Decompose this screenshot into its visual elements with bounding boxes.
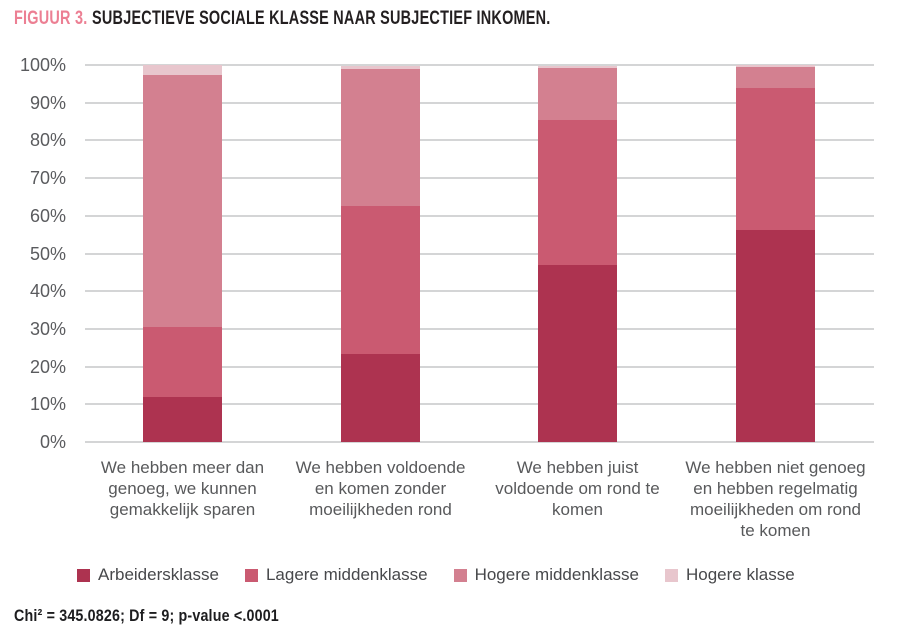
bar-3-segment-hogere-klasse (538, 65, 617, 68)
bar-2 (341, 66, 420, 442)
legend-label-hogere-middenklasse: Hogere middenklasse (474, 565, 639, 584)
figure-number: FIGUUR 3. (14, 8, 88, 29)
gridline-50 (85, 252, 874, 255)
bar-4-segment-arbeidersklasse (736, 230, 815, 442)
figure-title-text: SUBJECTIEVE SOCIALE KLASSE NAAR SUBJECTI… (92, 8, 551, 29)
legend-item-arbeidersklasse: Arbeidersklasse (77, 565, 219, 585)
bar-2-segment-arbeidersklasse (341, 354, 420, 442)
gridline-90 (85, 101, 874, 104)
bar-4-segment-hogere-klasse (736, 65, 815, 67)
legend-item-hogere-klasse: Hogere klasse (664, 565, 795, 585)
y-tick-label-0: 0% (39, 432, 66, 452)
y-tick-label-40: 40% (29, 281, 66, 302)
bar-3 (538, 65, 617, 442)
gridline-30 (85, 327, 874, 330)
bar-1-segment-arbeidersklasse (143, 396, 222, 442)
y-tick-label-10: 10% (29, 394, 66, 415)
footnote: Chi² = 345.0826; Df = 9; p-value <.0001 (14, 606, 279, 625)
y-tick-label-60: 60% (29, 205, 66, 226)
gridline-10 (85, 403, 874, 406)
legend-swatch-arbeidersklasse (77, 568, 90, 582)
legend-swatch-lagere-middenklasse (244, 568, 258, 582)
x-category-label-2: We hebben voldoende en komen zonder moei… (295, 458, 466, 519)
x-category-label-1: We hebben meer dan genoeg, we kunnen gem… (100, 458, 265, 519)
gridline-80 (85, 139, 874, 142)
bar-1-segment-hogere-middenklasse (143, 74, 222, 327)
bar-1 (143, 65, 222, 442)
gridline-40 (85, 290, 874, 293)
bar-2-segment-hogere-klasse (341, 66, 420, 70)
gridline-0 (85, 441, 874, 443)
bar-3-segment-lagere-middenklasse (538, 120, 617, 265)
legend-label-hogere-klasse: Hogere klasse (685, 565, 795, 584)
y-tick-label-30: 30% (29, 318, 66, 339)
gridline-100 (85, 64, 874, 66)
y-tick-label-90: 90% (29, 92, 66, 113)
legend-item-hogere-middenklasse: Hogere middenklasse (453, 565, 639, 585)
y-tick-label-20: 20% (29, 356, 66, 377)
legend-swatch-hogere-middenklasse (453, 568, 467, 582)
legend-label-arbeidersklasse: Arbeidersklasse (98, 565, 219, 584)
bar-1-segment-lagere-middenklasse (143, 326, 222, 397)
bar-4 (736, 65, 815, 442)
bar-4-segment-lagere-middenklasse (736, 88, 815, 231)
gridline-20 (85, 365, 874, 368)
gridline-70 (85, 177, 874, 180)
bar-1-segment-hogere-klasse (143, 65, 222, 75)
x-category-label-4: We hebben niet genoeg en hebben regelmat… (685, 458, 866, 540)
legend-label-lagere-middenklasse: Lagere middenklasse (265, 565, 428, 584)
gridline-60 (85, 214, 874, 217)
bar-3-segment-arbeidersklasse (538, 264, 617, 442)
bar-2-segment-lagere-middenklasse (341, 205, 420, 355)
legend: Arbeidersklasse Lagere middenklasse Hogere… (77, 564, 795, 586)
y-tick-label-100: 100% (19, 55, 66, 75)
figure-title: FIGUUR 3. SUBJECTIEVE SOCIALE KLASSE NAAR… (14, 8, 551, 30)
bar-3-segment-hogere-middenklasse (538, 67, 617, 121)
x-category-label-3: We hebben juist voldoende om rond te kom… (495, 458, 660, 519)
y-tick-label-70: 70% (29, 168, 66, 189)
y-tick-label-80: 80% (29, 130, 66, 151)
bar-4-segment-hogere-middenklasse (736, 66, 815, 89)
legend-item-lagere-middenklasse: Lagere middenklasse (244, 565, 428, 585)
legend-swatch-hogere-klasse (664, 568, 678, 582)
bar-2-segment-hogere-middenklasse (341, 69, 420, 206)
y-tick-label-50: 50% (29, 243, 66, 264)
